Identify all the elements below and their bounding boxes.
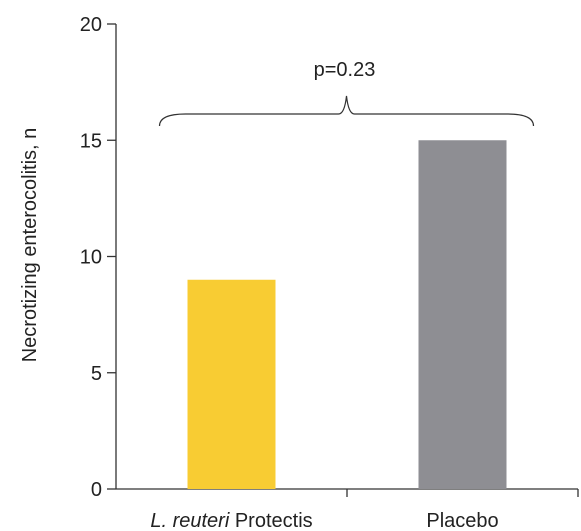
- y-tick-label: 15: [80, 130, 102, 152]
- y-axis: 0 5 10 15 20: [80, 14, 117, 501]
- p-value-label: p=0.23: [314, 59, 376, 81]
- x-category-label: L. reuteri Protectis: [150, 510, 312, 531]
- y-tick-label: 0: [91, 479, 102, 501]
- y-tick-label: 10: [80, 247, 102, 269]
- bar: [418, 140, 507, 489]
- y-tick-label: 5: [91, 363, 102, 385]
- y-axis-label: Necrotizing enterocolitis, n: [19, 128, 41, 363]
- brace: [158, 95, 535, 127]
- bars: [187, 140, 507, 489]
- bar: [187, 279, 276, 489]
- y-tick-label: 20: [80, 14, 102, 36]
- x-axis: L. reuteri Protectis Placebo: [116, 488, 579, 531]
- x-category-label: Placebo: [426, 510, 498, 531]
- significance-annotation: p=0.23: [158, 59, 535, 127]
